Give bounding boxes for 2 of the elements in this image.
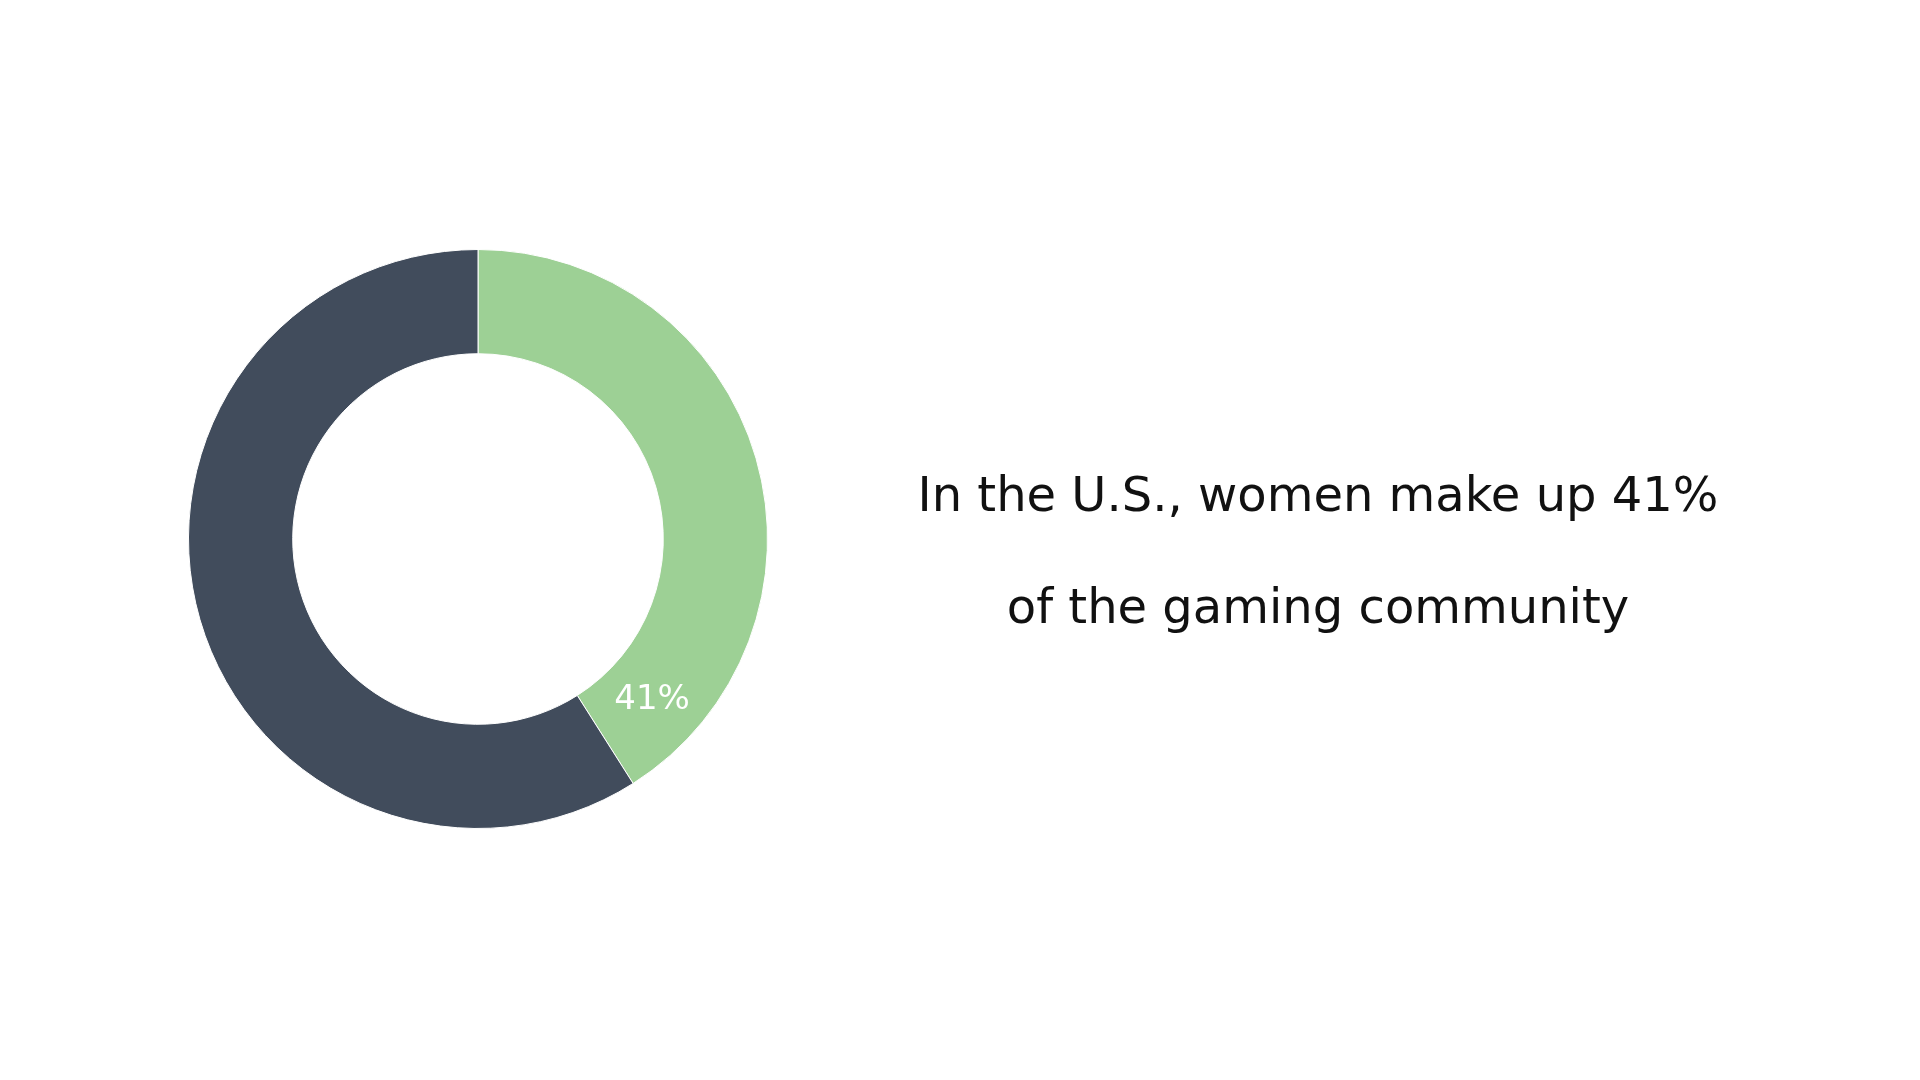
data-label: 41% — [614, 677, 690, 718]
text: In the U.S., women make up 41% of the gaming community — [916, 465, 1720, 636]
